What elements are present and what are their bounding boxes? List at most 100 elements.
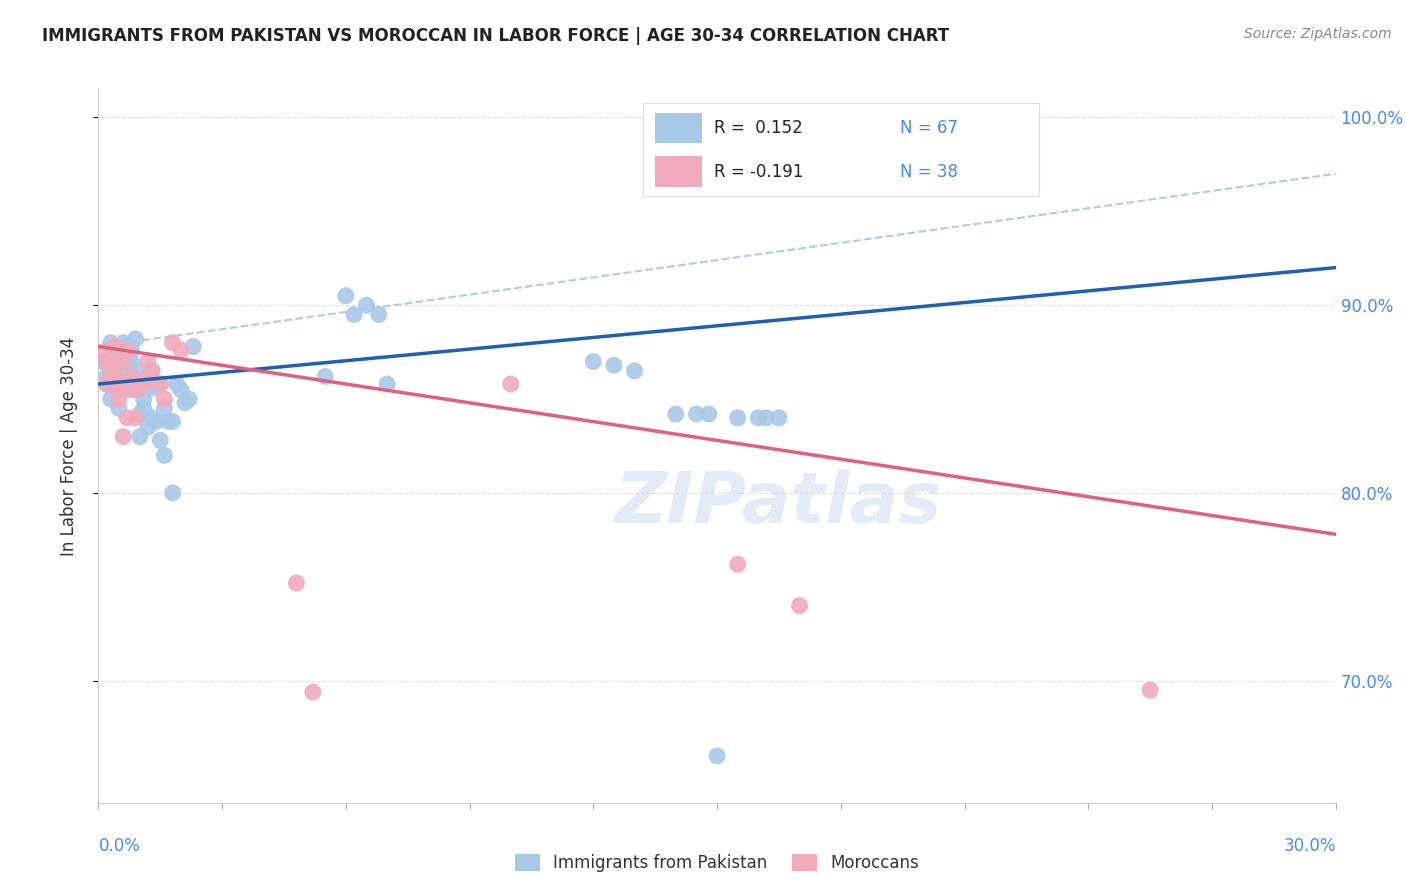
- Point: [166, 377, 188, 392]
- Point: [112, 335, 135, 350]
- Text: Source: ZipAtlas.com: Source: ZipAtlas.com: [1244, 27, 1392, 41]
- Point: [343, 308, 366, 322]
- Point: [157, 415, 180, 429]
- Point: [136, 354, 159, 368]
- Point: [285, 576, 308, 591]
- Point: [108, 373, 131, 387]
- Point: [128, 429, 150, 443]
- Point: [768, 410, 790, 425]
- Point: [162, 415, 184, 429]
- Point: [124, 364, 146, 378]
- Point: [100, 354, 122, 368]
- Point: [120, 383, 142, 397]
- Point: [128, 407, 150, 421]
- Point: [112, 354, 135, 368]
- Point: [697, 407, 720, 421]
- Point: [162, 335, 184, 350]
- Bar: [655, 112, 702, 144]
- Point: [96, 354, 118, 368]
- Point: [108, 392, 131, 406]
- Point: [104, 339, 127, 353]
- Point: [153, 392, 176, 406]
- Point: [120, 373, 142, 387]
- Point: [120, 354, 142, 368]
- Point: [117, 381, 139, 395]
- Point: [100, 369, 122, 384]
- Point: [153, 401, 176, 416]
- Point: [727, 410, 749, 425]
- Text: R =  0.152: R = 0.152: [714, 119, 803, 137]
- Point: [747, 410, 769, 425]
- Point: [120, 343, 142, 358]
- Point: [117, 364, 139, 378]
- Point: [149, 377, 172, 392]
- Point: [1139, 683, 1161, 698]
- Point: [112, 383, 135, 397]
- Point: [124, 410, 146, 425]
- Point: [124, 383, 146, 397]
- Point: [623, 364, 645, 378]
- Point: [112, 377, 135, 392]
- Point: [132, 401, 155, 416]
- Point: [91, 354, 114, 368]
- Point: [685, 407, 707, 421]
- Point: [179, 392, 201, 406]
- Point: [141, 364, 163, 378]
- Point: [149, 377, 172, 392]
- Point: [665, 407, 688, 421]
- Legend: Immigrants from Pakistan, Moroccans: Immigrants from Pakistan, Moroccans: [515, 854, 920, 872]
- Point: [367, 308, 389, 322]
- Point: [499, 377, 522, 392]
- Point: [136, 420, 159, 434]
- Point: [314, 369, 336, 384]
- Point: [149, 434, 172, 448]
- Point: [104, 354, 127, 368]
- Point: [582, 354, 605, 368]
- Point: [727, 558, 749, 572]
- Point: [141, 364, 163, 378]
- Point: [112, 429, 135, 443]
- Point: [141, 410, 163, 425]
- Point: [141, 373, 163, 387]
- Point: [108, 343, 131, 358]
- Point: [128, 377, 150, 392]
- Point: [302, 685, 325, 699]
- Point: [96, 369, 118, 384]
- Point: [153, 449, 176, 463]
- Point: [174, 396, 197, 410]
- Point: [108, 383, 131, 397]
- Point: [100, 369, 122, 384]
- Point: [603, 358, 626, 372]
- Point: [124, 332, 146, 346]
- Point: [335, 289, 357, 303]
- Point: [706, 748, 728, 763]
- Point: [117, 343, 139, 358]
- Point: [117, 410, 139, 425]
- Text: R = -0.191: R = -0.191: [714, 162, 803, 181]
- Point: [789, 599, 811, 613]
- Point: [124, 373, 146, 387]
- Point: [136, 381, 159, 395]
- Point: [375, 377, 398, 392]
- Point: [112, 354, 135, 368]
- Point: [104, 381, 127, 395]
- Point: [356, 298, 378, 312]
- Text: 0.0%: 0.0%: [98, 837, 141, 855]
- Point: [100, 377, 122, 392]
- Point: [145, 381, 167, 395]
- Point: [120, 369, 142, 384]
- Point: [755, 410, 778, 425]
- Text: IMMIGRANTS FROM PAKISTAN VS MOROCCAN IN LABOR FORCE | AGE 30-34 CORRELATION CHAR: IMMIGRANTS FROM PAKISTAN VS MOROCCAN IN …: [42, 27, 949, 45]
- Bar: [655, 156, 702, 187]
- Point: [96, 377, 118, 392]
- Point: [117, 351, 139, 365]
- Text: N = 38: N = 38: [900, 162, 957, 181]
- Point: [162, 486, 184, 500]
- Text: 30.0%: 30.0%: [1284, 837, 1336, 855]
- Point: [104, 343, 127, 358]
- Point: [91, 345, 114, 359]
- Point: [100, 335, 122, 350]
- Point: [181, 339, 204, 353]
- Point: [108, 401, 131, 416]
- Y-axis label: In Labor Force | Age 30-34: In Labor Force | Age 30-34: [59, 336, 77, 556]
